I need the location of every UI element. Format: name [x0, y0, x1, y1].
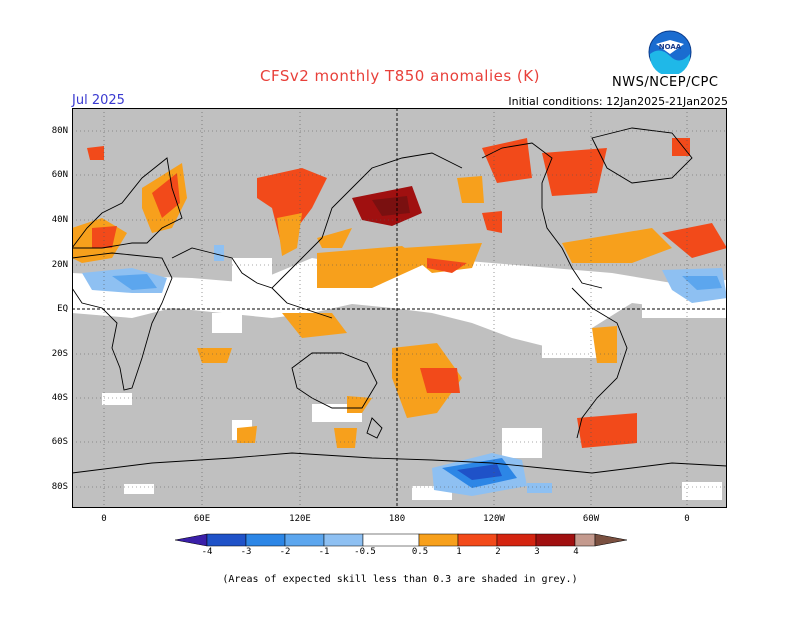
- white-band: [72, 258, 727, 348]
- colorbar-label: 0.5: [411, 547, 429, 557]
- colorbar-label: -1: [318, 547, 330, 557]
- colorbar: [175, 533, 627, 547]
- lon-label: 0: [101, 514, 107, 524]
- coastlines: [72, 127, 727, 474]
- lat-label: 80N: [51, 126, 68, 136]
- lon-label: 0: [684, 514, 690, 524]
- lon-label: 60W: [582, 514, 600, 524]
- lat-label: 60N: [51, 170, 68, 180]
- lon-label: 180: [388, 514, 406, 524]
- lat-label: 40S: [51, 393, 68, 403]
- white-patches: [102, 258, 727, 500]
- colorbar-label: -0.5: [354, 547, 376, 557]
- lat-label: EQ: [57, 304, 68, 314]
- colorbar-label: 2: [495, 547, 501, 557]
- lat-label: 20S: [51, 349, 68, 359]
- lat-label: 80S: [51, 482, 68, 492]
- organization-label: NWS/NCEP/CPC: [612, 75, 719, 90]
- forecast-month: Jul 2025: [72, 93, 125, 108]
- chart-title: CFSv2 monthly T850 anomalies (K): [260, 67, 540, 85]
- colorbar-label: -3: [240, 547, 252, 557]
- lon-label: 120E: [289, 514, 311, 524]
- lat-label: 60S: [51, 437, 68, 447]
- logo-text: NOAA: [659, 43, 682, 51]
- colorbar-label: -2: [279, 547, 291, 557]
- lon-label: 120W: [483, 514, 505, 524]
- gridlines: [72, 108, 727, 508]
- anomaly-map: [72, 108, 727, 508]
- colorbar-label: 1: [456, 547, 462, 557]
- colorbar-label: -4: [201, 547, 213, 557]
- lat-label: 40N: [51, 215, 68, 225]
- negative-anomalies: [82, 245, 727, 496]
- map-frame: [72, 108, 727, 508]
- positive-anomalies: [72, 138, 727, 448]
- colorbar-label: 4: [573, 547, 579, 557]
- lat-label: 20N: [51, 260, 68, 270]
- initial-conditions: Initial conditions: 12Jan2025-21Jan2025: [508, 95, 728, 108]
- skill-note: (Areas of expected skill less than 0.3 a…: [222, 574, 578, 585]
- colorbar-label: 3: [534, 547, 540, 557]
- lon-label: 60E: [193, 514, 211, 524]
- noaa-logo: NOAA: [648, 30, 692, 76]
